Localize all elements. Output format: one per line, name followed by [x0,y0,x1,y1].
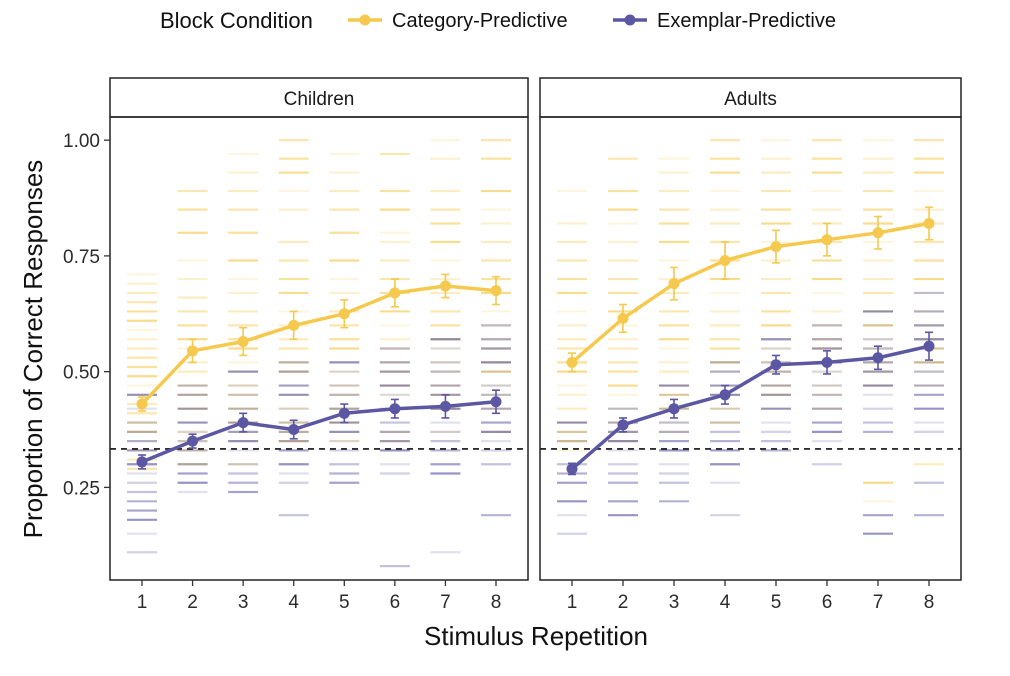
individual-marks-category [557,139,944,503]
series-line [140,284,497,406]
panel-adults: Adults 1 2 3 4 5 6 7 8 [539,77,962,613]
x-tick-label: 5 [339,592,350,613]
data-point [872,227,884,239]
legend-label: Exemplar-Predictive [657,10,836,32]
individual-marks-exemplar [127,324,511,568]
y-axis-title: Proportion of Correct Responses [18,160,48,539]
facet-title: Children [284,89,355,110]
panels: Children 1 2 3 4 5 6 7 8 0.25 0.50 0.75 1.00 Adults 1 2… [63,77,962,613]
x-tick-label: 8 [924,592,935,613]
legend-title: Block Condition [160,8,313,33]
x-tick-label: 8 [491,592,502,613]
data-point [668,278,680,290]
series-exemplar [566,331,935,476]
data-point [136,398,148,410]
x-tick-label: 3 [669,592,680,613]
facet-strip [109,77,529,118]
facet-title: Adults [724,89,777,110]
x-tick-label: 1 [137,592,148,613]
data-point [719,255,731,267]
data-point [288,424,300,436]
data-point [490,285,502,297]
x-tick-label: 7 [873,592,884,613]
legend-label: Category-Predictive [392,10,568,32]
data-point [288,319,300,331]
data-point [389,287,401,299]
x-tick-label: 2 [618,592,629,613]
data-point [439,400,451,412]
x-tick-label: 4 [720,592,731,613]
data-point [389,403,401,415]
x-tick-label: 5 [771,592,782,613]
legend: Block Condition Category-Predictive Exemp… [160,8,836,33]
data-point [187,345,199,357]
data-point [187,435,199,447]
data-point [668,403,680,415]
y-tick-label: 1.00 [63,131,100,152]
data-point [923,217,935,229]
data-point [237,336,249,348]
data-point [770,241,782,253]
series-line [141,399,497,464]
data-point [566,463,578,475]
series-category [136,273,502,412]
data-point [338,407,350,419]
data-point [719,389,731,401]
data-point [237,417,249,429]
x-tick-label: 1 [567,592,578,613]
data-point [617,419,629,431]
data-point [872,352,884,364]
y-tick-label: 0.25 [63,478,100,499]
data-point [338,308,350,320]
x-tick-label: 6 [822,592,833,613]
data-point [136,456,148,468]
x-tick-label: 4 [288,592,299,613]
individual-marks-exemplar [557,291,944,535]
y-tick-label: 0.50 [63,363,100,384]
panel-children: Children 1 2 3 4 5 6 7 8 0.25 0.50 0.75 1.00 [63,77,529,613]
series-line [570,344,930,471]
data-point [490,396,502,408]
data-point [566,356,578,368]
series-category [566,206,935,373]
data-point [617,312,629,324]
x-tick-label: 7 [440,592,451,613]
legend-entries: Category-Predictive Exemplar-Predictive [348,10,836,32]
data-point [821,356,833,368]
x-axis-title: Stimulus Repetition [424,621,648,651]
x-tick-label: 3 [238,592,249,613]
legend-marker [359,14,371,26]
legend-item-exemplar: Exemplar-Predictive [613,10,836,32]
facet-strip [539,77,962,118]
x-tick-label: 2 [187,592,198,613]
panel-border [539,116,962,581]
x-tick-label: 6 [390,592,401,613]
data-point [439,280,451,292]
legend-marker [624,14,636,26]
data-point [770,359,782,371]
series-exemplar [136,389,502,470]
panel-border [109,116,529,581]
legend-item-category: Category-Predictive [348,10,568,32]
data-point [923,340,935,352]
data-point [821,234,833,246]
series-line [570,221,930,364]
y-tick-label: 0.75 [63,247,100,268]
